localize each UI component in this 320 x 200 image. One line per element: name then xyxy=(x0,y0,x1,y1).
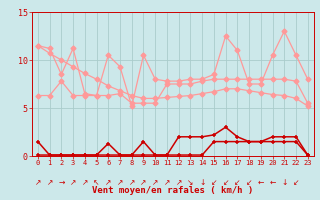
Text: ↗: ↗ xyxy=(82,178,88,187)
Text: ↗: ↗ xyxy=(140,178,147,187)
Text: ↙: ↙ xyxy=(234,178,241,187)
Text: ↗: ↗ xyxy=(117,178,123,187)
Text: ↓: ↓ xyxy=(199,178,205,187)
Text: ←: ← xyxy=(269,178,276,187)
Text: ↗: ↗ xyxy=(152,178,158,187)
Text: ↗: ↗ xyxy=(46,178,53,187)
Text: ↗: ↗ xyxy=(70,178,76,187)
Text: ↓: ↓ xyxy=(281,178,287,187)
Text: ↗: ↗ xyxy=(105,178,111,187)
Text: ↗: ↗ xyxy=(129,178,135,187)
Text: ↖: ↖ xyxy=(93,178,100,187)
Text: ↗: ↗ xyxy=(35,178,41,187)
Text: ←: ← xyxy=(258,178,264,187)
Text: ↙: ↙ xyxy=(222,178,229,187)
Text: ↗: ↗ xyxy=(175,178,182,187)
Text: ↙: ↙ xyxy=(293,178,299,187)
Text: ↗: ↗ xyxy=(164,178,170,187)
Text: ↙: ↙ xyxy=(246,178,252,187)
Text: ↙: ↙ xyxy=(211,178,217,187)
X-axis label: Vent moyen/en rafales ( km/h ): Vent moyen/en rafales ( km/h ) xyxy=(92,186,253,195)
Text: ↘: ↘ xyxy=(187,178,194,187)
Text: →: → xyxy=(58,178,65,187)
